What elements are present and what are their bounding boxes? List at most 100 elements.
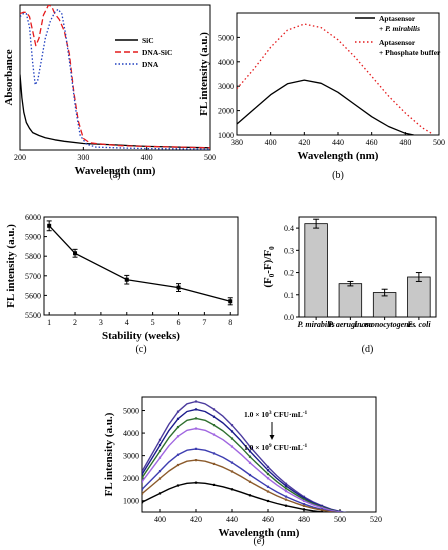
y-tick-label: 2000 [218, 107, 234, 116]
y-tick-label: 1000 [123, 497, 139, 506]
data-point [195, 459, 197, 461]
x-axis-label: Stability (weeks) [102, 330, 180, 342]
series-line [20, 9, 210, 149]
panel-caption: (d) [362, 344, 374, 355]
data-point [195, 482, 197, 484]
bar [408, 277, 431, 317]
y-tick-label: 5000 [123, 407, 139, 416]
x-tick-label: 400 [265, 138, 277, 147]
chart-b: (b) 380 400 420 440 460 480 500 1000 2000 3000 4000… [198, 13, 445, 181]
legend-label: + P. mirabilis [379, 24, 420, 33]
y-tick-label: 5000 [218, 33, 234, 42]
data-point [267, 466, 269, 468]
data-point [195, 417, 197, 419]
x-tick-label: 1 [47, 318, 51, 327]
data-point [141, 493, 143, 495]
data-point [231, 424, 233, 426]
y-axis-label: Absorbance [3, 49, 15, 105]
y-tick-label: 0.0 [284, 313, 294, 322]
data-point [285, 490, 287, 492]
data-point [249, 481, 251, 483]
data-point [213, 416, 215, 418]
data-point [249, 462, 251, 464]
y-tick-label: 2000 [123, 474, 139, 483]
data-point [177, 454, 179, 456]
legend-label: SiC [142, 36, 154, 45]
legend-label: Aptasensor [379, 14, 416, 23]
y-tick-label: 3000 [123, 452, 139, 461]
data-point [285, 495, 287, 497]
data-point [357, 513, 359, 515]
data-point [357, 513, 359, 515]
x-axis-label: Wavelength (nm) [298, 150, 379, 162]
data-point [141, 477, 143, 479]
x-tick-label: 2 [73, 318, 77, 327]
data-point [195, 448, 197, 450]
data-point [231, 461, 233, 463]
data-point [213, 484, 215, 486]
data-point [321, 511, 323, 513]
y-tick-label: 3000 [218, 82, 234, 91]
data-point [159, 477, 161, 479]
x-tick-label: 4 [125, 318, 129, 327]
data-point [195, 408, 197, 410]
data-point [213, 433, 215, 435]
y-axis-label: FL intensity (a.u.) [198, 32, 210, 116]
bar [339, 284, 362, 317]
data-point [141, 473, 143, 475]
x-tick-label: 520 [370, 515, 382, 524]
data-point [267, 490, 269, 492]
plot-area [20, 5, 210, 149]
legend-label: Aptasensor [379, 38, 416, 47]
data-point [195, 400, 197, 402]
data-point [357, 513, 359, 515]
x-tick-label: 500 [433, 138, 445, 147]
data-point [249, 474, 251, 476]
data-point [125, 278, 129, 282]
y-tick-label: 6000 [25, 213, 41, 222]
series-line [142, 429, 358, 515]
y-tick-label: 5600 [25, 291, 41, 300]
x-tick-label: 8 [228, 318, 232, 327]
data-point [285, 505, 287, 507]
chart-c: (c) 1 2 3 4 5 6 7 8 5500 5600 5700 5800 5900 6000 Stabi… [5, 213, 238, 355]
data-point [195, 427, 197, 429]
data-point [213, 424, 215, 426]
x-tick-label: 460 [262, 515, 274, 524]
y-tick-label: 0.4 [284, 224, 294, 233]
y-tick-label: 0.3 [284, 246, 294, 255]
data-point [213, 463, 215, 465]
data-point [177, 426, 179, 428]
data-point [231, 488, 233, 490]
data-point [159, 457, 161, 459]
data-point [357, 513, 359, 515]
x-tick-label: E . coli [406, 320, 431, 329]
data-point [73, 251, 77, 255]
data-point [141, 488, 143, 490]
y-axis-label: FL intensity (a.u.) [103, 412, 115, 496]
x-tick-label: L . monocytogenes [353, 320, 415, 329]
plot-frame [44, 217, 238, 315]
series-line [20, 5, 210, 148]
data-point [177, 435, 179, 437]
data-point [285, 499, 287, 501]
bar [305, 224, 328, 317]
series-line [20, 75, 210, 148]
y-tick-label: 5500 [25, 311, 41, 320]
data-point [159, 492, 161, 494]
panel-caption: (b) [332, 170, 344, 181]
y-tick-label: 1000 [218, 131, 234, 140]
data-point [177, 464, 179, 466]
x-tick-label: 420 [298, 138, 310, 147]
x-tick-label: 440 [332, 138, 344, 147]
data-point [47, 224, 51, 228]
arrow-head [270, 435, 275, 440]
x-tick-label: 5 [151, 318, 155, 327]
legend-label: DNA-SiC [142, 48, 172, 57]
x-tick-label: 400 [154, 515, 166, 524]
y-tick-label: 5700 [25, 272, 41, 281]
panel-caption: (c) [135, 344, 146, 355]
x-tick-label: 500 [334, 515, 346, 524]
chart-a: (a) 200 300 400 500 Wavelength (nm) Absorbance… [3, 5, 216, 181]
